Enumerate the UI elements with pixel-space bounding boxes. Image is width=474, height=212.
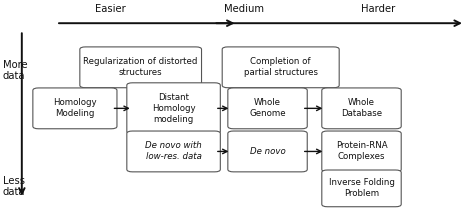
Text: Whole
Genome: Whole Genome — [249, 98, 286, 119]
FancyBboxPatch shape — [127, 131, 220, 172]
Text: More
data: More data — [2, 60, 27, 81]
Text: Inverse Folding
Problem: Inverse Folding Problem — [328, 178, 394, 198]
Text: Less
data: Less data — [2, 176, 25, 197]
Text: Homology
Modeling: Homology Modeling — [53, 98, 97, 119]
Text: De novo: De novo — [250, 147, 285, 156]
Text: Easier: Easier — [95, 4, 126, 14]
Text: Whole
Database: Whole Database — [341, 98, 382, 119]
FancyBboxPatch shape — [80, 47, 201, 88]
FancyBboxPatch shape — [322, 131, 401, 172]
Text: Medium: Medium — [224, 4, 264, 14]
FancyBboxPatch shape — [127, 83, 220, 134]
FancyBboxPatch shape — [33, 88, 117, 129]
Text: Regularization of distorted
structures: Regularization of distorted structures — [83, 57, 198, 77]
Text: Completion of
partial structures: Completion of partial structures — [244, 57, 318, 77]
Text: Distant
Homology
modeling: Distant Homology modeling — [152, 93, 195, 124]
FancyBboxPatch shape — [228, 131, 307, 172]
Text: Protein-RNA
Complexes: Protein-RNA Complexes — [336, 141, 387, 162]
FancyBboxPatch shape — [228, 88, 307, 129]
Text: De novo with
low-res. data: De novo with low-res. data — [145, 141, 202, 162]
Text: Harder: Harder — [361, 4, 395, 14]
FancyBboxPatch shape — [222, 47, 339, 88]
FancyBboxPatch shape — [322, 88, 401, 129]
FancyBboxPatch shape — [322, 170, 401, 207]
